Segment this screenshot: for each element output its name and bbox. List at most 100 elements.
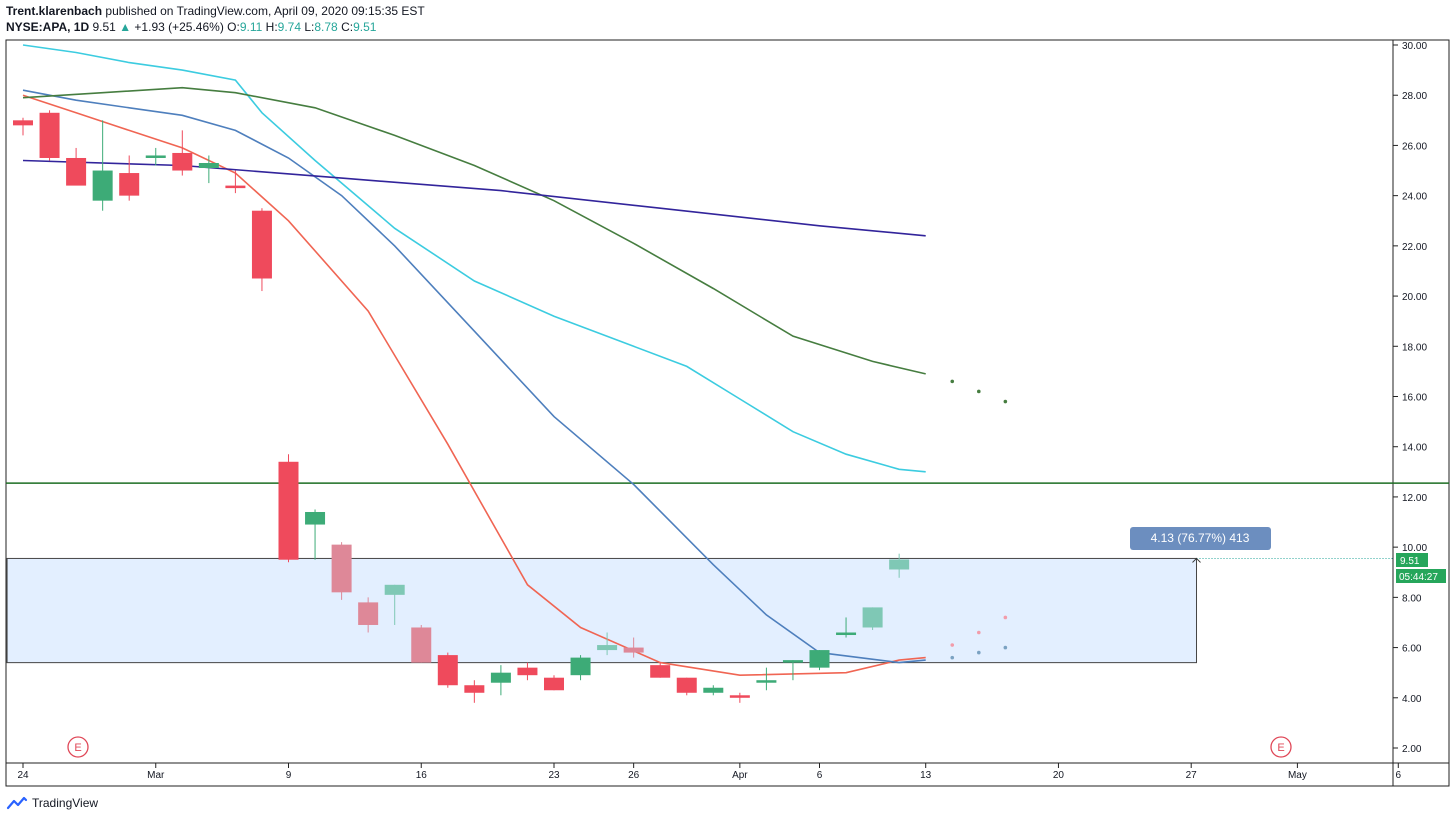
candle-24 — [623, 637, 644, 658]
publish-info: Trent.klarenbach published on TradingVie… — [6, 4, 425, 18]
candle-body-15 — [384, 584, 405, 595]
candle-body-8 — [198, 163, 219, 169]
high-label: H: — [265, 20, 278, 34]
candle-28 — [729, 692, 750, 703]
countdown-tag-box — [1396, 569, 1446, 583]
candle-12 — [305, 509, 326, 560]
candle-14 — [358, 597, 379, 633]
x-tick-label-7: Apr — [732, 770, 748, 781]
candle-body-18 — [464, 685, 485, 693]
candle-25 — [650, 662, 671, 678]
candle-body-17 — [437, 655, 458, 686]
earnings-marker-1[interactable]: E — [67, 736, 89, 758]
y-tick-label-5: 22.00 — [1402, 242, 1427, 253]
open-value: 9.11 — [239, 20, 263, 34]
close-value: 9.51 — [353, 20, 377, 34]
candle-31 — [809, 650, 830, 671]
y-tick-label-9: 14.00 — [1402, 443, 1427, 454]
candle-22 — [570, 655, 591, 681]
last-price-tag-text: 9.51 — [1400, 556, 1420, 567]
candle-body-28 — [729, 695, 750, 698]
candle-body-3 — [66, 157, 87, 186]
candle-body-26 — [676, 677, 697, 693]
moving-average-line-4 — [22, 86, 926, 375]
earnings-marker-2-label: E — [1277, 742, 1284, 754]
measure-label-box — [1130, 527, 1271, 550]
earnings-marker-2[interactable]: E — [1270, 736, 1292, 758]
projection-dot-2-2 — [977, 630, 981, 635]
open-label: O: — [227, 20, 240, 34]
projection-dot-1-1 — [950, 379, 955, 384]
published-text: published on TradingView.com, April 09, … — [105, 4, 425, 18]
candle-body-7 — [172, 152, 193, 171]
projection-dot-3-2 — [977, 650, 981, 655]
y-tick-label-11: 10.00 — [1402, 543, 1427, 554]
candle-1 — [13, 117, 33, 136]
candle-body-19 — [490, 672, 511, 683]
candle-21 — [544, 675, 564, 691]
candle-body-21 — [544, 677, 564, 691]
y-tick-label-12: 8.00 — [1402, 593, 1422, 604]
candle-6 — [145, 147, 166, 166]
candle-4 — [92, 120, 113, 211]
candle-13 — [331, 542, 352, 600]
candle-29 — [756, 667, 777, 691]
candle-19 — [490, 665, 511, 696]
candle-body-12 — [305, 511, 326, 525]
projection-dot-3-3 — [1003, 645, 1008, 650]
y-tick-label-10: 12.00 — [1402, 493, 1427, 504]
candle-body-34 — [889, 559, 910, 570]
x-tick-label-3: 9 — [286, 770, 292, 781]
candle-body-16 — [411, 627, 432, 663]
x-tick-label-11: 27 — [1186, 770, 1198, 781]
x-tick-label-8: 6 — [817, 770, 823, 781]
y-tick-label-2: 28.00 — [1402, 91, 1427, 102]
projection-dot-2-1 — [950, 643, 955, 647]
candle-30 — [782, 660, 803, 681]
last-price: 9.51 — [92, 20, 116, 34]
candle-18 — [464, 680, 485, 703]
candle-7 — [172, 130, 193, 176]
candle-body-33 — [862, 607, 883, 628]
candle-body-32 — [836, 632, 857, 636]
y-tick-label-4: 24.00 — [1402, 192, 1427, 203]
candle-body-9 — [225, 185, 246, 189]
candle-34 — [889, 553, 910, 578]
author-name[interactable]: Trent.klarenbach — [6, 4, 103, 18]
candle-26 — [676, 677, 697, 696]
up-arrow-icon: ▲ — [119, 20, 132, 34]
countdown-tag-text: 05:44:27 — [1399, 572, 1438, 583]
candle-23 — [597, 632, 618, 656]
candle-body-20 — [517, 667, 538, 676]
candle-2 — [39, 110, 60, 161]
x-tick-label-5: 23 — [548, 770, 560, 781]
candle-3 — [66, 147, 87, 186]
x-tick-label-4: 16 — [416, 770, 428, 781]
candle-body-4 — [92, 170, 113, 201]
x-tick-label-2: Mar — [147, 770, 165, 781]
moving-average-line-2 — [22, 89, 926, 664]
measure-label-text: 4.13 (76.77%) 413 — [1151, 531, 1250, 545]
candle-body-23 — [597, 645, 618, 651]
last-price-tag-box — [1396, 553, 1428, 567]
candle-body-27 — [703, 687, 724, 693]
candle-33 — [862, 607, 883, 630]
y-tick-label-7: 18.00 — [1402, 342, 1427, 353]
x-tick-label-10: 20 — [1053, 770, 1065, 781]
candle-body-1 — [13, 120, 33, 126]
high-value: 9.74 — [277, 20, 302, 34]
y-tick-label-6: 20.00 — [1402, 292, 1427, 303]
moving-average-line-1 — [22, 94, 926, 677]
projection-dot-1-3 — [1003, 399, 1008, 404]
candle-9 — [225, 170, 246, 194]
candle-body-24 — [623, 647, 644, 653]
candle-10 — [251, 208, 272, 292]
candle-16 — [411, 624, 432, 663]
tradingview-logo[interactable]: TradingView — [6, 796, 98, 810]
candle-body-10 — [251, 210, 272, 279]
candle-15 — [384, 584, 405, 625]
candle-body-14 — [358, 602, 379, 625]
earnings-marker-1-label: E — [74, 742, 81, 754]
candle-body-11 — [278, 461, 299, 560]
